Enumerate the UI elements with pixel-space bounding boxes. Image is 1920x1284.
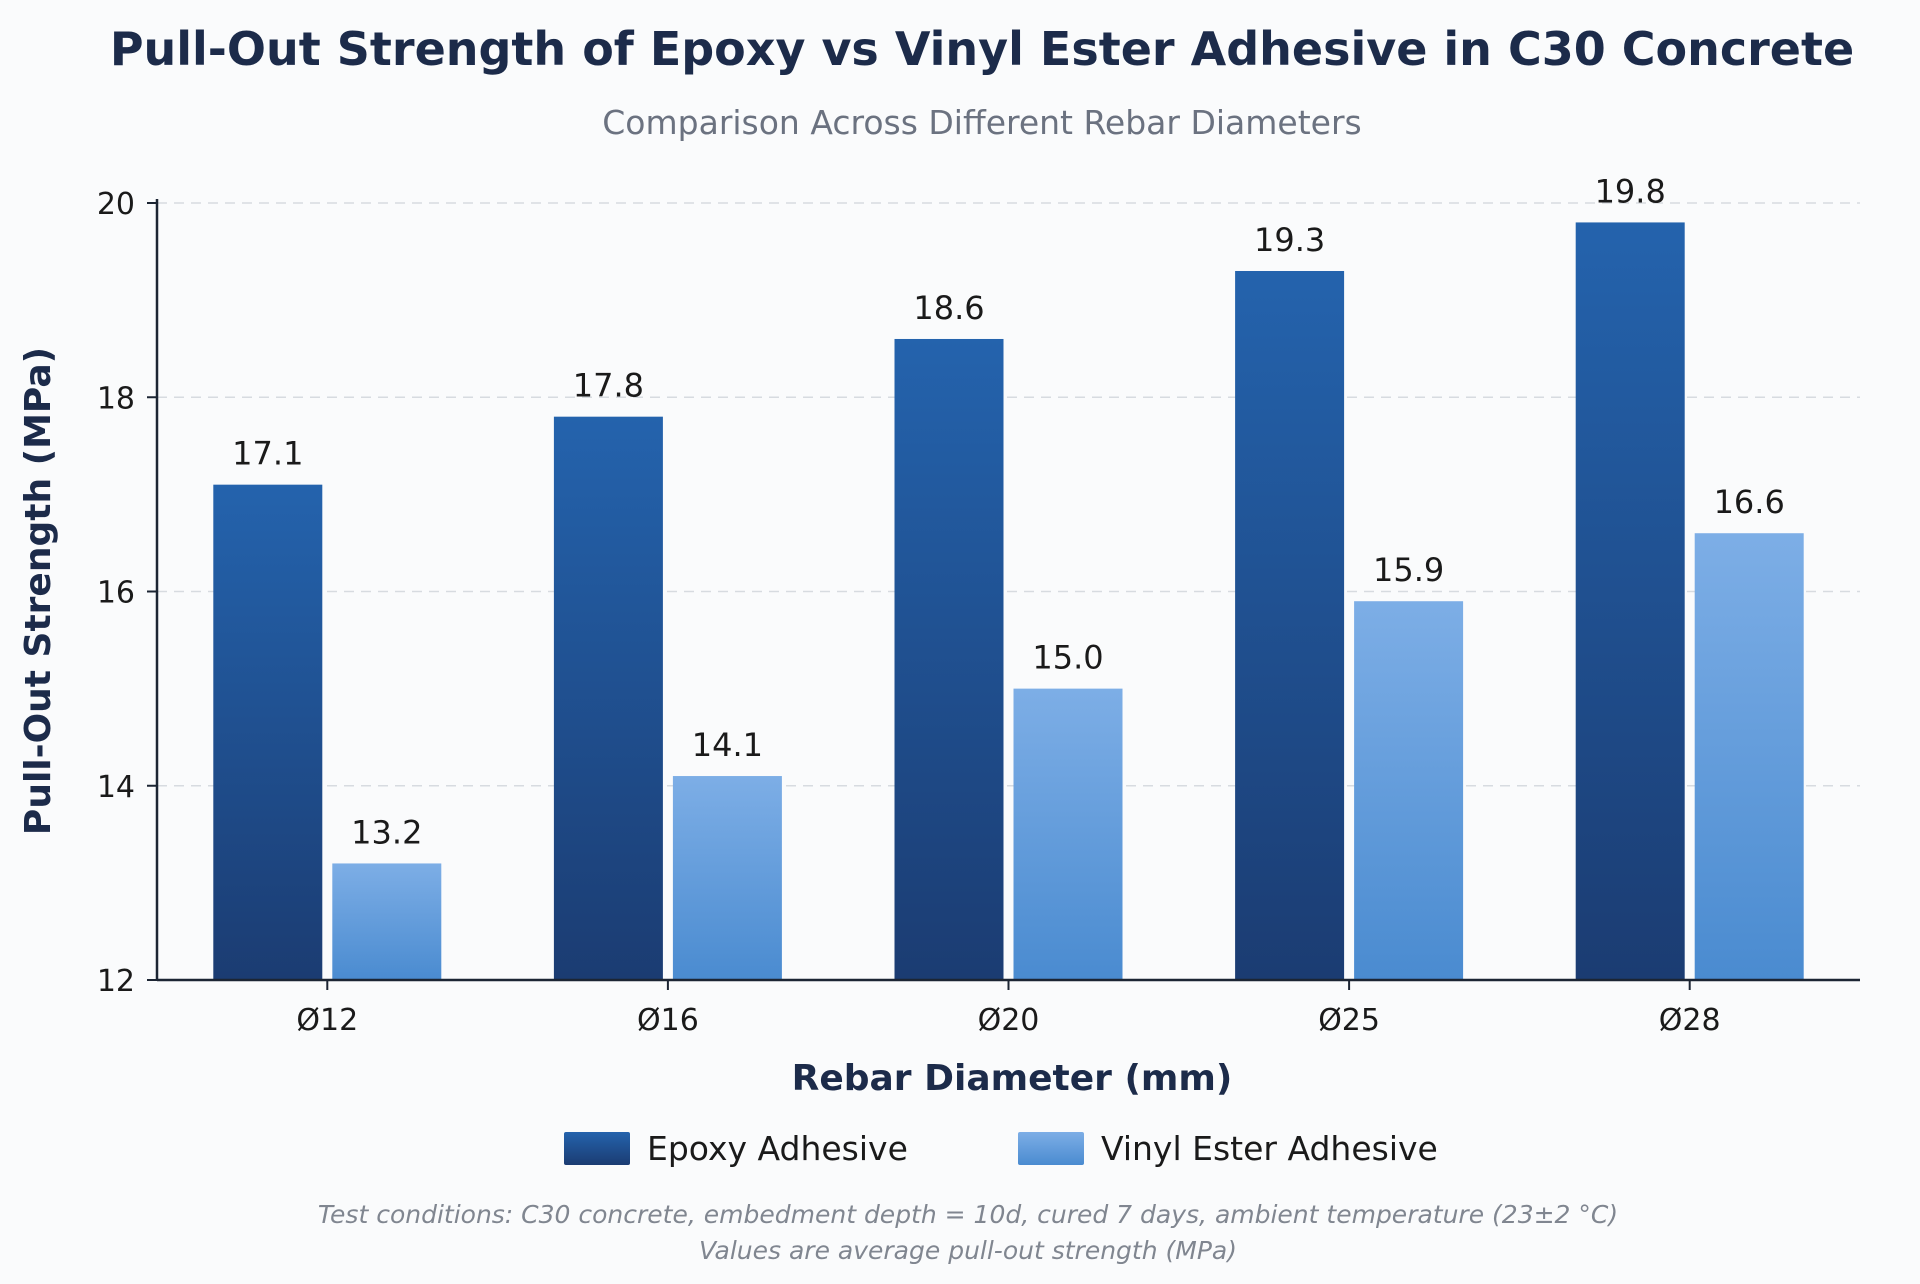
y-tick-label: 20 <box>97 187 135 222</box>
footnote-test-conditions: Test conditions: C30 concrete, embedment… <box>318 1200 1618 1229</box>
data-label-vinyl-ester: 15.0 <box>1032 639 1103 677</box>
footnote-values-note: Values are average pull-out strength (MP… <box>699 1236 1237 1265</box>
data-label-vinyl-ester: 14.1 <box>692 726 763 764</box>
legend-label-vinyl-ester: Vinyl Ester Adhesive <box>1101 1129 1438 1168</box>
bar-epoxy <box>1235 270 1345 980</box>
legend: Epoxy Adhesive Vinyl Ester Adhesive <box>564 1129 1438 1168</box>
data-label-vinyl-ester: 16.6 <box>1714 483 1785 521</box>
y-tick-label: 14 <box>97 770 135 805</box>
x-tick-label: Ø28 <box>1659 1003 1721 1038</box>
data-label-epoxy: 17.8 <box>573 367 644 405</box>
x-tick-label: Ø25 <box>1318 1003 1380 1038</box>
bar-vinyl-ester <box>1013 688 1123 980</box>
bar-epoxy <box>894 338 1004 981</box>
y-tick-label: 18 <box>97 381 135 416</box>
data-label-vinyl-ester: 15.9 <box>1373 551 1444 589</box>
x-axis: Ø12 Ø16 Ø20 Ø25 Ø28 <box>157 978 1860 1038</box>
legend-swatch-vinyl-ester <box>1018 1132 1084 1165</box>
y-tick-label: 16 <box>97 576 135 611</box>
bar-epoxy <box>553 416 663 980</box>
bar-vinyl-ester <box>672 776 782 980</box>
x-tick-label: Ø12 <box>296 1003 358 1038</box>
y-tick-label: 12 <box>97 964 135 999</box>
data-label-epoxy: 18.6 <box>913 289 984 327</box>
x-tick-label: Ø16 <box>637 1003 699 1038</box>
bar-vinyl-ester <box>1354 601 1464 980</box>
bar-epoxy <box>1575 222 1685 981</box>
bar-epoxy <box>213 484 323 980</box>
y-axis: 12 14 16 18 20 <box>97 187 159 999</box>
y-axis-title: Pull-Out Strength (MPa) <box>18 347 59 835</box>
data-label-epoxy: 19.8 <box>1595 172 1666 210</box>
legend-label-epoxy: Epoxy Adhesive <box>647 1129 908 1168</box>
data-label-epoxy: 17.1 <box>232 435 303 473</box>
x-axis-title: Rebar Diameter (mm) <box>792 1058 1233 1099</box>
bars <box>213 222 1804 981</box>
chart-title: Pull-Out Strength of Epoxy vs Vinyl Este… <box>110 22 1854 76</box>
chart-subtitle: Comparison Across Different Rebar Diamet… <box>602 103 1361 142</box>
data-label-epoxy: 19.3 <box>1254 221 1325 259</box>
bar-vinyl-ester <box>1694 533 1804 980</box>
x-tick-label: Ø20 <box>978 1003 1040 1038</box>
data-label-vinyl-ester: 13.2 <box>351 813 422 851</box>
bar-vinyl-ester <box>332 863 442 980</box>
value-labels: 17.1 13.2 17.8 14.1 18.6 15.0 19.3 15.9 19.8 16.6 <box>232 172 1785 851</box>
legend-swatch-epoxy <box>564 1132 630 1165</box>
